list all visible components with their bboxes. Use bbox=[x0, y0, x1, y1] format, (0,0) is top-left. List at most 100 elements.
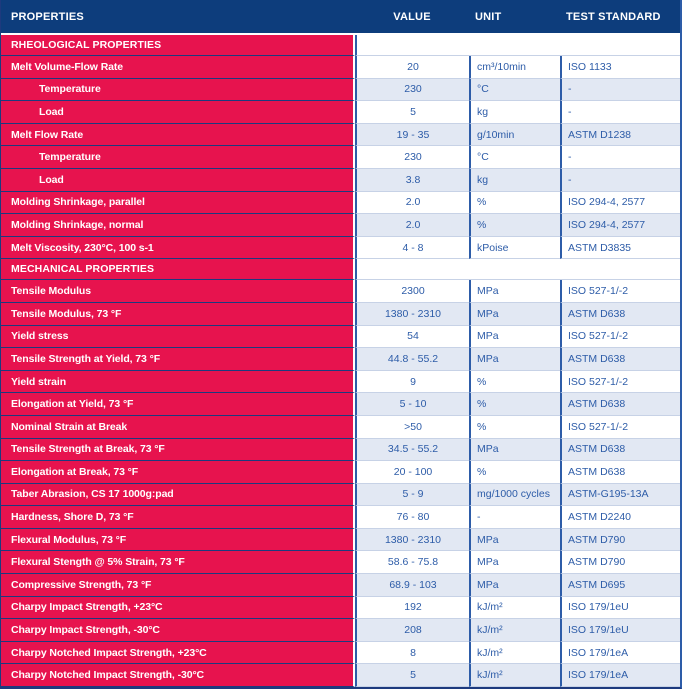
property-cell: Elongation at Break, 73 °F bbox=[1, 461, 355, 484]
unit-cell: MPa bbox=[469, 348, 560, 371]
property-cell: Elongation at Yield, 73 °F bbox=[1, 393, 355, 416]
test-standard-cell: ISO 294-4, 2577 bbox=[560, 191, 680, 215]
property-cell: Flexural Stength @ 5% Strain, 73 °F bbox=[1, 551, 355, 575]
value-cell: 4 - 8 bbox=[355, 236, 469, 260]
property-cell: Melt Viscosity, 230°C, 100 s-1 bbox=[1, 236, 355, 260]
property-cell: Melt Volume-Flow Rate bbox=[1, 56, 355, 79]
table-row: Tensile Modulus, 73 °F 1380 - 2310 MPa ASTM… bbox=[1, 302, 680, 326]
table-row: Tensile Strength at Yield, 73 °F 44.8 - 5… bbox=[1, 348, 680, 371]
unit-cell: kPoise bbox=[469, 236, 560, 260]
unit-cell: MPa bbox=[469, 302, 560, 326]
unit-cell: kJ/m² bbox=[469, 619, 560, 642]
table-row: Molding Shrinkage, normal 2.0% ISO 294-4, … bbox=[1, 214, 680, 237]
property-cell: Load bbox=[1, 101, 355, 124]
column-header-properties: PROPERTIES bbox=[11, 10, 84, 23]
test-standard-cell: ASTM D638 bbox=[560, 461, 680, 484]
property-cell: Melt Flow Rate bbox=[1, 123, 355, 147]
table-row: Charpy Notched Impact Strength, -30°C 5 kJ… bbox=[1, 664, 680, 688]
test-standard-cell: ASTM D695 bbox=[560, 574, 680, 597]
section-blank-cell bbox=[355, 259, 680, 281]
property-cell: Temperature bbox=[1, 78, 355, 102]
property-cell: Tensile Modulus, 73 °F bbox=[1, 302, 355, 326]
value-cell: 54 bbox=[355, 325, 469, 349]
unit-cell: % bbox=[469, 461, 560, 484]
property-cell: Yield strain bbox=[1, 370, 355, 394]
unit-cell: % bbox=[469, 370, 560, 394]
value-cell: 2.0 bbox=[355, 214, 469, 237]
value-cell: 34.5 - 55.2 bbox=[355, 438, 469, 462]
test-standard-cell: - bbox=[560, 146, 680, 169]
test-standard-cell: ASTM D638 bbox=[560, 438, 680, 462]
column-header-test-standard: TEST STANDARD bbox=[566, 10, 661, 23]
table-row: Flexural Modulus, 73 °F 1380 - 2310 MPa AST… bbox=[1, 528, 680, 552]
value-cell: 68.9 - 103 bbox=[355, 574, 469, 597]
test-standard-cell: ASTM D638 bbox=[560, 348, 680, 371]
property-cell: Molding Shrinkage, parallel bbox=[1, 191, 355, 215]
property-cell: Tensile Strength at Yield, 73 °F bbox=[1, 348, 355, 371]
unit-cell: % bbox=[469, 191, 560, 215]
test-standard-cell: ISO 527-1/-2 bbox=[560, 325, 680, 349]
unit-cell: kg bbox=[469, 101, 560, 124]
table-row: Load 3.8 kg - bbox=[1, 168, 680, 192]
table-row: Melt Flow Rate 19 - 35 g/10min ASTM D1238 bbox=[1, 123, 680, 147]
section-title: RHEOLOGICAL PROPERTIES bbox=[1, 35, 355, 56]
unit-cell: cm³/10min bbox=[469, 56, 560, 79]
value-cell: 5 bbox=[355, 101, 469, 124]
unit-cell: kJ/m² bbox=[469, 664, 560, 688]
unit-cell: °C bbox=[469, 146, 560, 169]
unit-cell: MPa bbox=[469, 574, 560, 597]
table-row: Tensile Strength at Break, 73 °F 34.5 - 5… bbox=[1, 438, 680, 462]
unit-cell: kJ/m² bbox=[469, 596, 560, 620]
table-header-row: PROPERTIES VALUE UNIT TEST STANDARD bbox=[1, 0, 680, 35]
table-row: Molding Shrinkage, parallel 2.0% ISO 294-4… bbox=[1, 191, 680, 215]
unit-cell: kJ/m² bbox=[469, 641, 560, 665]
table-row: Melt Viscosity, 230°C, 100 s-1 4 - 8 kPois… bbox=[1, 236, 680, 260]
value-cell: 5 bbox=[355, 664, 469, 688]
property-cell: Charpy Impact Strength, +23°C bbox=[1, 596, 355, 620]
test-standard-cell: ISO 179/1eA bbox=[560, 641, 680, 665]
property-cell: Charpy Impact Strength, -30°C bbox=[1, 619, 355, 642]
value-cell: 19 - 35 bbox=[355, 123, 469, 147]
property-cell: Nominal Strain at Break bbox=[1, 415, 355, 439]
table-row: Melt Volume-Flow Rate 20 cm³/10min ISO 1133 bbox=[1, 56, 680, 79]
value-cell: 9 bbox=[355, 370, 469, 394]
property-cell: Yield stress bbox=[1, 325, 355, 349]
table-row: Temperature 230 °C - bbox=[1, 146, 680, 169]
property-cell: Load bbox=[1, 168, 355, 192]
unit-cell: g/10min bbox=[469, 123, 560, 147]
unit-cell: % bbox=[469, 214, 560, 237]
test-standard-cell: ISO 527-1/-2 bbox=[560, 280, 680, 303]
unit-cell: °C bbox=[469, 78, 560, 102]
test-standard-cell: ASTM D2240 bbox=[560, 506, 680, 529]
section-blank-cell bbox=[355, 35, 680, 56]
unit-cell: mg/1000 cycles bbox=[469, 483, 560, 507]
table-row: Temperature 230 °C - bbox=[1, 78, 680, 102]
table-row: Yield strain 9% ISO 527-1/-2 bbox=[1, 370, 680, 394]
test-standard-cell: ISO 527-1/-2 bbox=[560, 415, 680, 439]
value-cell: 20 - 100 bbox=[355, 461, 469, 484]
unit-cell: MPa bbox=[469, 325, 560, 349]
unit-cell: MPa bbox=[469, 528, 560, 552]
test-standard-cell: ASTM D790 bbox=[560, 528, 680, 552]
test-standard-cell: - bbox=[560, 101, 680, 124]
value-cell: 2.0 bbox=[355, 191, 469, 215]
section-header-row: MECHANICAL PROPERTIES bbox=[1, 259, 680, 281]
test-standard-cell: ASTM D638 bbox=[560, 393, 680, 416]
test-standard-cell: ISO 179/1eU bbox=[560, 619, 680, 642]
table-row: Elongation at Break, 73 °F 20 - 100% ASTM … bbox=[1, 461, 680, 484]
table-row: Tensile Modulus 2300 MPa ISO 527-1/-2 bbox=[1, 280, 680, 303]
test-standard-cell: - bbox=[560, 168, 680, 192]
table-row: Hardness, Shore D, 73 °F 76 - 80- ASTM D22… bbox=[1, 506, 680, 529]
value-cell: 8 bbox=[355, 641, 469, 665]
property-cell: Charpy Notched Impact Strength, +23°C bbox=[1, 641, 355, 665]
property-cell: Tensile Modulus bbox=[1, 280, 355, 303]
value-cell: 5 - 10 bbox=[355, 393, 469, 416]
property-cell: Molding Shrinkage, normal bbox=[1, 214, 355, 237]
table-row: Flexural Stength @ 5% Strain, 73 °F 58.6 … bbox=[1, 551, 680, 575]
unit-cell: kg bbox=[469, 168, 560, 192]
value-cell: 3.8 bbox=[355, 168, 469, 192]
test-standard-cell: ISO 527-1/-2 bbox=[560, 370, 680, 394]
value-cell: 230 bbox=[355, 78, 469, 102]
value-cell: 76 - 80 bbox=[355, 506, 469, 529]
property-cell: Temperature bbox=[1, 146, 355, 169]
